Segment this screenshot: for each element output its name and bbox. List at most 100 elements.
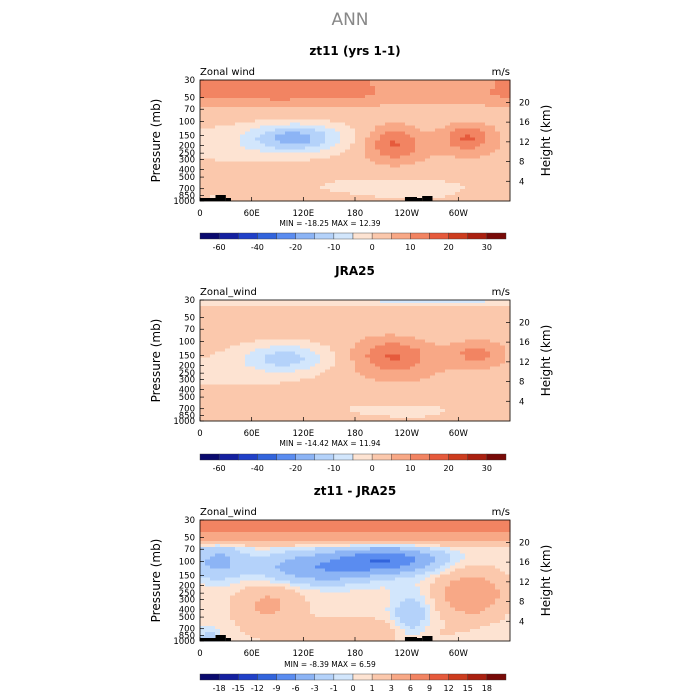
field-cell xyxy=(490,378,496,383)
field-cell xyxy=(295,116,301,120)
field-cell xyxy=(415,357,421,362)
colorbar-segment xyxy=(218,232,239,240)
field-cell xyxy=(475,167,481,172)
field-cell xyxy=(340,339,346,343)
field-cell xyxy=(440,411,446,416)
field-cell xyxy=(440,318,446,322)
field-cell xyxy=(365,161,371,166)
field-cell xyxy=(420,164,426,169)
field-cell xyxy=(210,417,216,422)
field-cell xyxy=(350,405,356,410)
field-cell xyxy=(475,170,481,175)
field-cell xyxy=(240,303,246,307)
field-cell xyxy=(335,110,341,114)
field-cell xyxy=(300,152,306,157)
field-cell xyxy=(335,381,341,386)
field-cell xyxy=(325,188,331,193)
field-cell xyxy=(465,321,471,325)
field-cell xyxy=(280,176,286,181)
field-cell xyxy=(500,351,506,356)
field-cell xyxy=(375,155,381,160)
field-cell xyxy=(330,185,336,190)
field-cell xyxy=(315,384,321,389)
field-cell xyxy=(420,173,426,178)
field-cell xyxy=(305,161,311,166)
field-cell xyxy=(230,164,236,169)
field-cell xyxy=(385,333,391,337)
field-cell xyxy=(380,179,386,184)
field-cell xyxy=(335,95,341,99)
field-cell xyxy=(475,327,481,331)
field-cell xyxy=(360,378,366,383)
field-cell xyxy=(360,140,366,145)
field-cell xyxy=(470,83,476,87)
field-cell xyxy=(475,155,481,160)
field-cell xyxy=(235,98,241,102)
field-cell xyxy=(470,116,476,120)
field-cell xyxy=(455,89,461,93)
field-cell xyxy=(410,354,416,359)
field-cell xyxy=(445,303,451,307)
field-cell xyxy=(250,194,256,199)
field-cell xyxy=(260,309,266,313)
field-cell xyxy=(225,149,231,154)
field-cell xyxy=(405,306,411,310)
field-cell xyxy=(200,336,206,340)
field-cell xyxy=(375,324,381,328)
field-cell xyxy=(425,405,431,410)
field-cell xyxy=(315,122,321,126)
field-cell xyxy=(295,327,301,331)
field-cell xyxy=(505,137,511,142)
field-cell xyxy=(420,110,426,114)
field-cell xyxy=(475,89,481,93)
field-cell xyxy=(350,197,356,202)
field-cell xyxy=(300,191,306,196)
field-cell xyxy=(405,378,411,383)
field-cell xyxy=(495,122,501,126)
field-cell xyxy=(350,318,356,322)
field-cell xyxy=(220,134,226,139)
field-cell xyxy=(275,309,281,313)
field-cell xyxy=(375,179,381,184)
field-cell xyxy=(280,336,286,340)
field-cell xyxy=(300,194,306,199)
field-cell xyxy=(295,128,301,133)
field-cell xyxy=(475,357,481,362)
field-cell xyxy=(250,324,256,328)
field-cell xyxy=(465,312,471,316)
field-cell xyxy=(430,381,436,386)
field-cell xyxy=(485,122,491,126)
field-cell xyxy=(265,405,271,410)
field-cell xyxy=(320,402,326,407)
field-cell xyxy=(270,155,276,160)
field-cell xyxy=(460,414,466,419)
field-cell xyxy=(250,86,256,90)
field-cell xyxy=(300,315,306,319)
field-cell xyxy=(455,104,461,108)
field-cell xyxy=(295,86,301,90)
field-cell xyxy=(205,396,211,401)
field-cell xyxy=(225,158,231,163)
field-cell xyxy=(390,119,396,123)
field-cell xyxy=(295,339,301,343)
field-cell xyxy=(215,333,221,337)
field-cell xyxy=(280,321,286,325)
field-cell xyxy=(485,146,491,151)
field-cell xyxy=(285,354,291,359)
field-cell xyxy=(435,363,441,368)
field-cell xyxy=(450,402,456,407)
field-cell xyxy=(500,363,506,368)
field-cell xyxy=(470,396,476,401)
field-cell xyxy=(315,149,321,154)
field-cell xyxy=(425,414,431,419)
field-cell xyxy=(500,411,506,416)
height-tick-label: 8 xyxy=(519,158,524,168)
field-cell xyxy=(315,375,321,380)
field-cell xyxy=(410,342,416,346)
field-cell xyxy=(345,366,351,371)
field-cell xyxy=(370,330,376,334)
field-cell xyxy=(260,170,266,175)
field-cell xyxy=(210,83,216,87)
field-cell xyxy=(455,405,461,410)
field-cell xyxy=(200,369,206,374)
